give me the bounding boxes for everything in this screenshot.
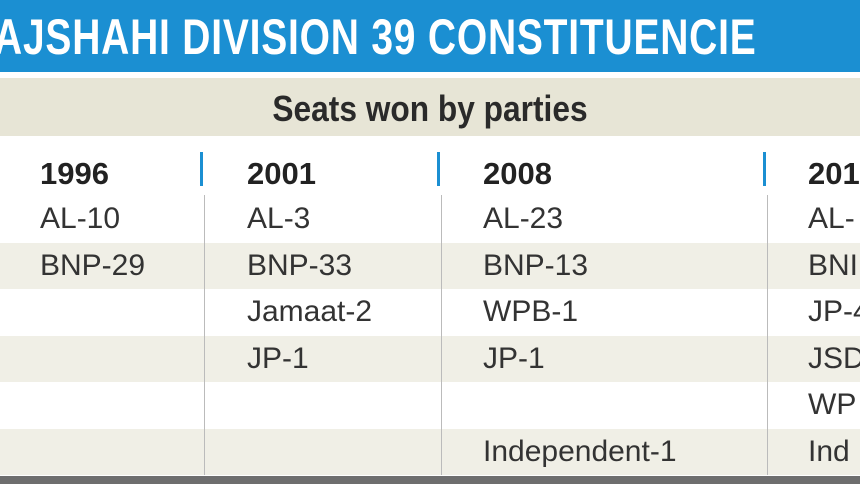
row-stripe	[0, 242, 860, 289]
party-seats: AL-3	[247, 202, 311, 235]
row-stripe	[0, 428, 860, 475]
column-divider	[200, 152, 203, 186]
title: AJSHAHI DIVISION 39 CONSTITUENCIE	[0, 9, 757, 65]
column-divider	[763, 152, 766, 186]
title-bar: AJSHAHI DIVISION 39 CONSTITUENCIE	[0, 0, 860, 72]
row-stripe	[0, 335, 860, 382]
party-seats: Independent-1	[483, 434, 677, 468]
party-seats: BNP-13	[483, 248, 589, 282]
party-seats: AL-10	[40, 202, 121, 235]
column-line	[204, 195, 205, 475]
column-divider	[437, 152, 440, 186]
party-seats: JP-4	[808, 295, 860, 328]
party-seats: Ind	[808, 434, 850, 468]
year-header: 2001	[247, 156, 316, 191]
party-seats: JSD	[808, 341, 860, 375]
year-header: 2008	[483, 156, 552, 191]
party-seats: JP-1	[483, 341, 545, 375]
column-line	[441, 195, 442, 475]
party-seats: BNI	[808, 248, 859, 282]
party-seats: BNP-29	[40, 248, 146, 282]
column-line	[767, 195, 768, 475]
row-stripe	[0, 196, 860, 242]
party-seats: BNP-33	[247, 248, 353, 282]
year-header: 1996	[40, 156, 109, 191]
party-seats: Jamaat-2	[247, 295, 373, 328]
bottom-bar	[0, 476, 860, 484]
party-seats: AL-23	[483, 202, 564, 235]
year-header: 201	[808, 156, 860, 191]
party-seats: AL-	[808, 202, 855, 235]
row-stripe	[0, 289, 860, 335]
party-seats: WP	[808, 388, 857, 421]
party-seats: JP-1	[247, 341, 309, 375]
party-seats: WPB-1	[483, 295, 579, 328]
subtitle-bar	[0, 78, 860, 136]
subtitle: Seats won by parties	[272, 88, 588, 129]
row-stripe	[0, 382, 860, 428]
